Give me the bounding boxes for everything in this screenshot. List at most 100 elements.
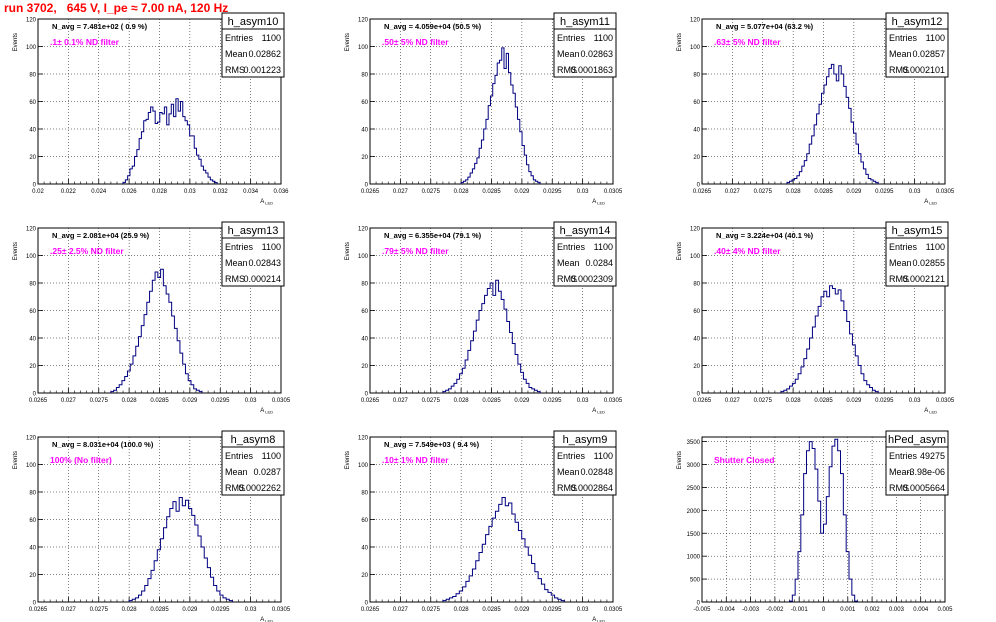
x-tick-label: 0.002	[865, 607, 881, 613]
x-tick-label: 0.0285	[150, 607, 169, 613]
stats-value: 0.0002864	[570, 483, 613, 493]
y-tick-label: 40	[29, 546, 36, 552]
stats-value: 0.02862	[248, 49, 281, 59]
x-axis-label: ALED	[260, 408, 273, 415]
x-tick-label: 0.029	[514, 189, 530, 195]
y-axis-label: Events	[677, 451, 683, 469]
stats-key: RMS	[225, 274, 245, 284]
x-tick-label: -0.004	[718, 607, 736, 613]
x-tick-label: 0.029	[182, 398, 198, 404]
y-tick-label: 60	[29, 100, 36, 106]
stats-box	[553, 12, 617, 78]
y-tick-label: 0	[33, 183, 37, 189]
histogram-panel: 0.0265 0.027 0.0275 0.028 0.0285 0.029 0.0295 0…	[13, 221, 291, 415]
x-tick-label: 0.03	[577, 398, 589, 404]
stats-key: Mean	[557, 49, 580, 59]
x-tick-label: 0.003	[889, 607, 905, 613]
x-tick-label: 0.028	[786, 189, 802, 195]
y-axis-label: Events	[345, 451, 351, 469]
histogram-series	[786, 63, 879, 184]
stats-value: 0.02857	[912, 49, 945, 59]
stats-value: 1100	[262, 451, 281, 461]
y-tick-label: 40	[693, 337, 700, 343]
x-tick-label: 0.0265	[361, 398, 380, 404]
stats-box	[885, 12, 949, 78]
x-tick-label: 0.005	[937, 607, 953, 613]
stats-title: h_asym15	[892, 225, 943, 237]
y-tick-label: 2500	[687, 486, 701, 492]
x-tick-label: 0.03	[184, 189, 196, 195]
y-tick-label: 20	[693, 155, 700, 161]
y-tick-label: 60	[693, 100, 700, 106]
x-tick-label: 0.034	[243, 189, 259, 195]
x-tick-label: 0.027	[61, 607, 77, 613]
y-tick-label: 0	[365, 183, 369, 189]
stats-value: 1100	[594, 451, 613, 461]
stats-key: Entries	[557, 242, 586, 252]
stats-key: Mean	[889, 49, 912, 59]
x-tick-label: 0.004	[913, 607, 929, 613]
stats-value: 0.0284	[585, 258, 613, 268]
stats-title: hPed_asym	[888, 434, 946, 446]
y-tick-label: 1000	[687, 555, 701, 561]
x-tick-label: 0.0295	[543, 607, 562, 613]
stats-key: RMS	[889, 274, 909, 284]
x-tick-label: 0.028	[152, 189, 168, 195]
x-axis-label-subscript: LED	[597, 619, 605, 622]
filter-annotation: .10± 1% ND filter	[382, 455, 449, 465]
x-axis-label: ALED	[592, 199, 605, 206]
stats-key: Entries	[889, 242, 918, 252]
x-tick-label: 0.028	[454, 398, 470, 404]
stats-title: h_asym11	[560, 16, 610, 28]
stats-key: Entries	[225, 451, 254, 461]
y-tick-label: 20	[29, 573, 36, 579]
x-tick-label: 0.0305	[272, 607, 291, 613]
stats-title: h_asym9	[563, 434, 608, 446]
stats-key: Entries	[889, 33, 918, 43]
y-tick-label: 100	[358, 463, 369, 469]
y-tick-label: 20	[29, 155, 36, 161]
x-tick-label: 0.0265	[29, 607, 48, 613]
x-tick-label: 0.029	[846, 189, 862, 195]
y-tick-label: 0	[365, 392, 369, 398]
x-tick-label: 0.001	[840, 607, 856, 613]
stats-key: Entries	[225, 242, 254, 252]
x-tick-label: 0.0305	[936, 398, 955, 404]
filter-annotation: .50± 5% ND filter	[382, 37, 449, 47]
x-tick-label: -0.003	[742, 607, 760, 613]
y-tick-label: 100	[358, 254, 369, 260]
y-axis-label: Events	[345, 242, 351, 260]
x-tick-label: 0.0275	[90, 607, 109, 613]
histogram-series	[780, 285, 879, 393]
histogram-panel: 0.02 0.022 0.024 0.026 0.028 0.03 0.032 0.034 0.…	[13, 12, 289, 206]
y-tick-label: 100	[690, 254, 701, 260]
y-tick-label: 20	[361, 573, 368, 579]
navg-annotation: N_avg = 8.031e+04 (100.0 %)	[52, 440, 154, 449]
stats-value: 0.0287	[253, 467, 281, 477]
navg-annotation: N_avg = 6.355e+04 (79.1 %)	[384, 231, 482, 240]
x-tick-label: 0.029	[514, 607, 530, 613]
y-axis-label: Events	[13, 242, 19, 260]
y-tick-label: 80	[29, 491, 36, 497]
x-tick-label: 0.027	[393, 189, 409, 195]
x-tick-label: 0.0275	[422, 607, 441, 613]
y-tick-label: 60	[361, 309, 368, 315]
navg-annotation: N_avg = 5.077e+04 (63.2 %)	[716, 22, 814, 31]
y-tick-label: 0	[697, 601, 701, 607]
stats-value: 1100	[262, 242, 281, 252]
y-tick-label: 120	[690, 227, 701, 233]
x-axis-label-subscript: LED	[265, 410, 273, 415]
stats-box	[553, 430, 617, 496]
x-axis-label-subscript: LED	[265, 201, 273, 206]
x-axis-label: ALED	[260, 199, 273, 206]
y-tick-label: 120	[358, 227, 369, 233]
y-tick-label: 40	[29, 128, 36, 134]
stats-value: 1100	[594, 242, 613, 252]
x-axis-label: ALED	[592, 617, 605, 622]
x-tick-label: 0.022	[61, 189, 77, 195]
filter-annotation: .40± 4% ND filter	[714, 246, 781, 256]
stats-key: Mean	[225, 49, 248, 59]
y-tick-label: 80	[361, 282, 368, 288]
stats-value: 0.001223	[243, 65, 281, 75]
x-tick-label: 0.028	[786, 398, 802, 404]
